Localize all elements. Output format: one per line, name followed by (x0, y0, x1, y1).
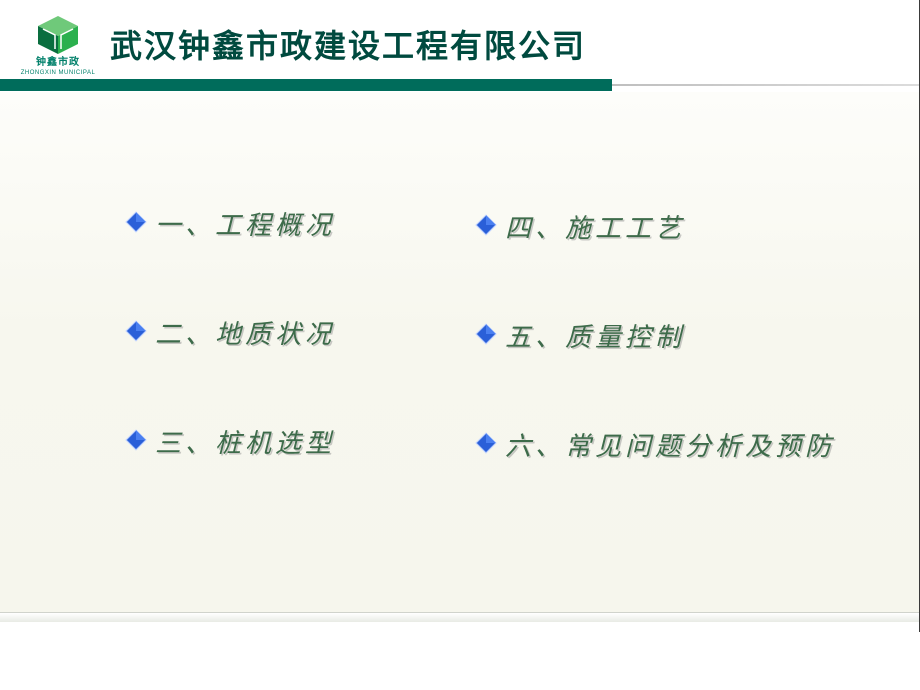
footer-gradient (0, 612, 919, 622)
diamond-bullet-icon (475, 214, 497, 236)
toc-label: 一、工程概况 (155, 205, 335, 242)
toc-label: 四、施工工艺 (505, 208, 685, 245)
diamond-bullet-icon (125, 211, 147, 233)
logo-text-cn: 钟鑫市政 (36, 58, 80, 68)
slide: 钟鑫市政 ZHONGXIN MUNICIPAL 武汉钟鑫市政建设工程有限公司 一… (0, 0, 920, 632)
toc-item-2: 二、地质状况 (125, 311, 475, 354)
logo-cube-icon (33, 14, 83, 56)
header: 钟鑫市政 ZHONGXIN MUNICIPAL 武汉钟鑫市政建设工程有限公司 (0, 0, 919, 88)
toc-label: 二、地质状况 (155, 314, 335, 351)
toc-label: 五、质量控制 (505, 317, 685, 354)
toc-label: 六、常见问题分析及预防 (505, 426, 835, 463)
diamond-bullet-icon (475, 432, 497, 454)
content-area: 一、工程概况 四、施工工艺 二、地质状况 (0, 92, 919, 622)
header-bar (0, 79, 612, 91)
company-logo: 钟鑫市政 ZHONGXIN MUNICIPAL (14, 5, 102, 85)
toc-item-3: 三、桩机选型 (125, 420, 475, 463)
diamond-bullet-icon (475, 323, 497, 345)
toc-item-5: 五、质量控制 (475, 311, 859, 354)
toc-item-6: 六、常见问题分析及预防 (475, 420, 859, 463)
toc-list: 一、工程概况 四、施工工艺 二、地质状况 (125, 202, 859, 463)
page-title: 武汉钟鑫市政建设工程有限公司 (110, 21, 586, 67)
toc-label: 三、桩机选型 (155, 423, 335, 460)
logo-text-en: ZHONGXIN MUNICIPAL (21, 70, 96, 76)
header-bar-right (612, 84, 919, 86)
diamond-bullet-icon (125, 320, 147, 342)
toc-item-4: 四、施工工艺 (475, 202, 859, 245)
toc-item-1: 一、工程概况 (125, 202, 475, 245)
diamond-bullet-icon (125, 429, 147, 451)
